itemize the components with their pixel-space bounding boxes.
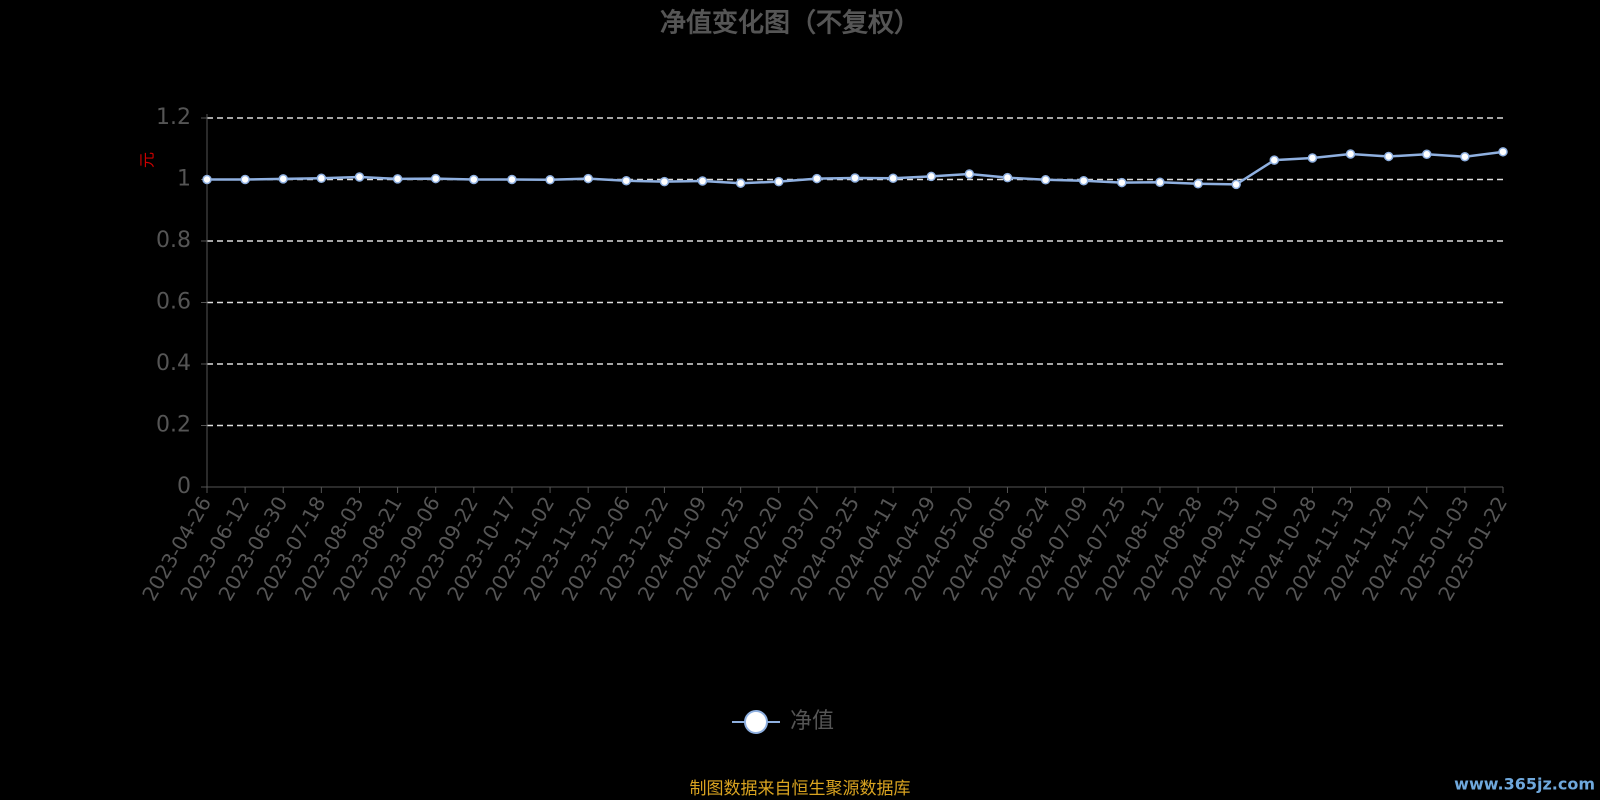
data-point	[1460, 151, 1470, 162]
data-point	[354, 172, 365, 182]
data-point	[1269, 155, 1280, 165]
data-point	[1422, 149, 1432, 160]
y-axis-label: 元	[138, 152, 157, 168]
data-point	[850, 173, 860, 183]
data-point	[1002, 172, 1013, 183]
y-tick-label: 0	[177, 474, 191, 499]
data-point	[1383, 151, 1394, 162]
data-point	[583, 173, 593, 184]
y-tick-label: 0.4	[156, 351, 191, 376]
data-point	[1307, 153, 1318, 163]
y-tick-label: 0.8	[156, 228, 191, 253]
data-point	[240, 174, 250, 185]
legend-label: 净值	[790, 709, 834, 734]
y-tick-label: 0.6	[156, 290, 191, 315]
data-point	[1155, 177, 1165, 188]
y-tick-label: 1	[177, 167, 191, 192]
data-point	[1498, 147, 1508, 157]
data-point	[926, 171, 936, 182]
data-point	[621, 175, 632, 186]
data-point	[430, 173, 441, 184]
data-point	[469, 174, 479, 185]
data-point	[507, 174, 517, 185]
data-point	[659, 176, 670, 187]
chart-title: 净值变化图（不复权）	[660, 8, 920, 39]
data-point	[1078, 175, 1089, 186]
y-tick-label: 0.2	[156, 413, 191, 438]
data-point	[316, 173, 327, 184]
data-point	[812, 173, 822, 184]
y-tick-label: 1.2	[156, 105, 191, 130]
data-point	[697, 176, 708, 186]
source-note: 制图数据来自恒生聚源数据库	[690, 779, 911, 799]
data-point	[1345, 149, 1356, 159]
data-point	[1193, 179, 1203, 189]
data-point	[1040, 175, 1051, 185]
data-point	[888, 173, 898, 184]
data-point	[392, 174, 403, 184]
watermark: www.365jz.com	[1454, 775, 1595, 794]
data-point	[1231, 179, 1241, 190]
data-point	[545, 175, 555, 185]
data-point	[774, 176, 784, 187]
data-point	[964, 169, 975, 179]
legend-marker	[744, 710, 768, 734]
data-point	[202, 174, 212, 185]
data-point	[278, 174, 288, 184]
data-point	[1117, 177, 1127, 188]
data-point	[735, 178, 746, 188]
